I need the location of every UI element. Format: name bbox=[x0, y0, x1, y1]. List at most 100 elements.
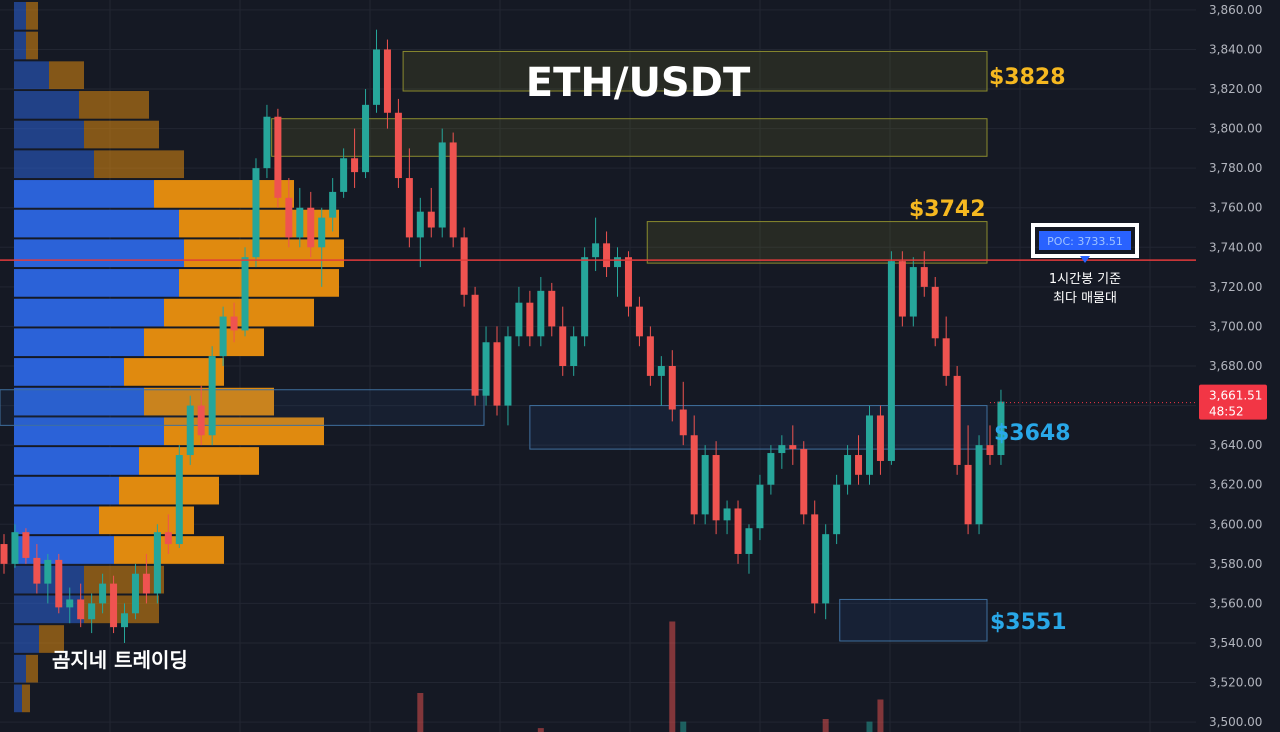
y-tick-label: 3,680.00 bbox=[1209, 359, 1262, 373]
profile-bar-up bbox=[14, 684, 22, 713]
candle-body bbox=[285, 197, 293, 238]
candle-body bbox=[372, 49, 380, 105]
zone-3828-label: $3828 bbox=[989, 65, 1066, 90]
volume-bar bbox=[877, 699, 884, 732]
y-tick-label: 3,740.00 bbox=[1209, 240, 1262, 254]
candle-body bbox=[318, 217, 326, 248]
candle-body bbox=[186, 405, 194, 456]
candle-body bbox=[570, 336, 578, 366]
candle-body bbox=[340, 158, 348, 192]
candle-body bbox=[197, 405, 205, 436]
profile-bar-down bbox=[139, 447, 259, 475]
y-tick-label: 3,520.00 bbox=[1209, 676, 1262, 690]
candle-body bbox=[756, 484, 764, 529]
candle-body bbox=[241, 257, 249, 331]
candle-body bbox=[844, 455, 852, 485]
candle-body bbox=[712, 455, 720, 521]
candle-body bbox=[646, 336, 654, 376]
candle-body bbox=[33, 557, 41, 584]
profile-bar-up bbox=[14, 536, 114, 564]
volume-bar bbox=[822, 719, 829, 732]
candle-body bbox=[219, 316, 227, 357]
candle-body bbox=[526, 302, 534, 337]
profile-bar-down bbox=[39, 625, 64, 653]
volume-bar bbox=[680, 721, 687, 732]
profile-bar-down bbox=[144, 328, 264, 357]
zone-3742-label: $3742 bbox=[909, 197, 986, 222]
candle-body bbox=[274, 116, 282, 198]
candle-body bbox=[362, 104, 370, 173]
profile-bar-up bbox=[14, 298, 164, 327]
candle-body bbox=[876, 415, 884, 461]
candle-body bbox=[833, 484, 841, 535]
candle-body bbox=[723, 508, 731, 521]
candle-body bbox=[405, 178, 413, 238]
candle-body bbox=[920, 267, 928, 287]
candle-body bbox=[581, 257, 589, 337]
candle-body bbox=[66, 599, 74, 608]
volume-bar bbox=[417, 693, 424, 732]
y-tick-label: 3,820.00 bbox=[1209, 82, 1262, 96]
profile-bar-up bbox=[14, 31, 26, 60]
candle-body bbox=[515, 302, 523, 337]
current-price-tag bbox=[1199, 384, 1267, 420]
candle-body bbox=[88, 603, 96, 620]
candle-body bbox=[99, 583, 107, 604]
zone-3828-box bbox=[402, 50, 988, 92]
poc-note-line2: 최다 매물대 bbox=[1053, 291, 1117, 306]
profile-bar-up bbox=[14, 328, 144, 357]
candle-body bbox=[22, 532, 30, 558]
y-tick-label: 3,580.00 bbox=[1209, 557, 1262, 571]
candle-body bbox=[394, 112, 402, 179]
candle-body bbox=[537, 290, 545, 337]
candle-body bbox=[592, 243, 600, 258]
profile-bar-down bbox=[94, 150, 184, 179]
volume-bar bbox=[669, 621, 676, 732]
candle-body bbox=[460, 237, 468, 295]
brand-label: 곰지네 트레이딩 bbox=[52, 648, 188, 672]
y-tick-label: 3,840.00 bbox=[1209, 42, 1262, 56]
volume-bar bbox=[866, 721, 873, 732]
chart-labels: ETH/USDT 곰지네 트레이딩 $3828 $3742 $3648 $3551 bbox=[52, 60, 1071, 672]
candle-body bbox=[329, 191, 337, 218]
candle-body bbox=[964, 464, 972, 525]
profile-bar-up bbox=[14, 595, 84, 624]
candle-body bbox=[624, 257, 632, 307]
candle-body bbox=[931, 286, 939, 339]
y-tick-label: 3,540.00 bbox=[1209, 636, 1262, 650]
candle-body bbox=[44, 559, 52, 584]
candle-body bbox=[975, 445, 983, 525]
profile-bar-up bbox=[14, 358, 124, 386]
profile-bar-up bbox=[14, 447, 139, 475]
candle-body bbox=[548, 290, 556, 327]
profile-bar-up bbox=[14, 91, 79, 119]
price-axis-bg bbox=[1196, 0, 1280, 732]
price-axis[interactable]: 3,860.00 3,840.00 3,820.00 3,800.00 3,780.00… bbox=[1196, 0, 1280, 732]
candle-body bbox=[449, 142, 457, 238]
y-tick-label: 3,620.00 bbox=[1209, 478, 1262, 492]
candle-body bbox=[131, 573, 139, 614]
profile-bar-up bbox=[14, 506, 99, 535]
candle-body bbox=[997, 401, 1005, 456]
candle-body bbox=[263, 116, 271, 169]
candle-body bbox=[767, 453, 775, 485]
candle-body bbox=[745, 528, 753, 554]
candle-body bbox=[142, 573, 150, 594]
candle-body bbox=[778, 445, 786, 454]
candle-body bbox=[603, 243, 611, 268]
candle-body bbox=[175, 455, 183, 545]
candle-body bbox=[855, 455, 863, 475]
profile-bar-up bbox=[14, 180, 154, 208]
candle-body bbox=[208, 356, 216, 436]
candle-body bbox=[383, 49, 391, 113]
profile-bar-down bbox=[26, 1, 38, 30]
profile-bar-up bbox=[14, 209, 179, 238]
candle-body bbox=[11, 532, 19, 564]
profile-bar-down bbox=[164, 298, 314, 327]
chart-title: ETH/USDT bbox=[526, 60, 751, 106]
candle-body bbox=[614, 257, 622, 268]
profile-bar-up bbox=[14, 239, 184, 268]
candle-body bbox=[635, 306, 643, 337]
profile-bar-up bbox=[14, 387, 144, 416]
